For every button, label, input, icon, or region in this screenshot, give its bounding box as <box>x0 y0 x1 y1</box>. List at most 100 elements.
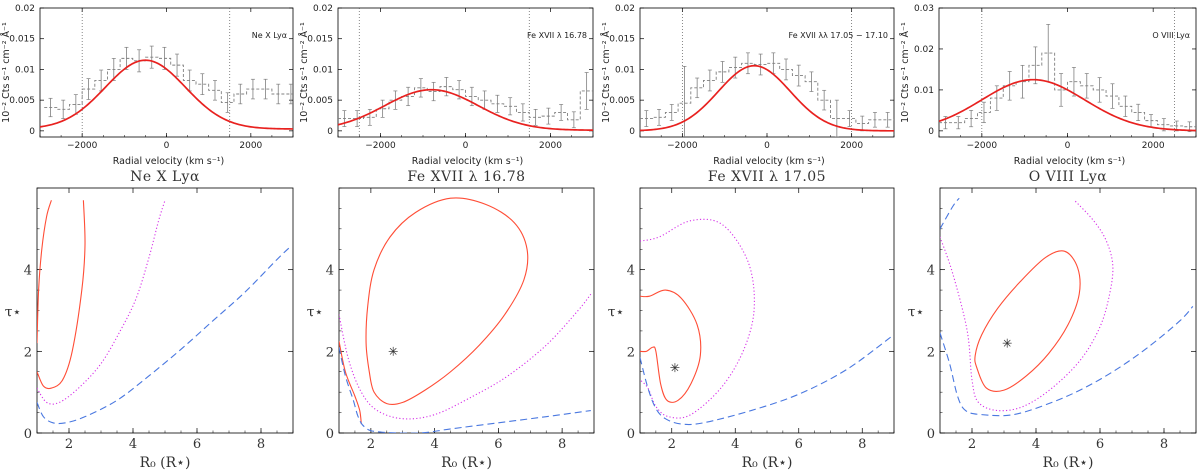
y-tick-label: 0.005 <box>9 96 35 106</box>
y-tick-label: 4 <box>326 264 334 279</box>
y-axis-label: τ⋆ <box>908 305 925 321</box>
model-profile-line <box>640 64 894 132</box>
spectrum-panel-1: −2000 0 2000 0 0.005 0.01 0.015 0.02 Ne X Lyα Rad… <box>0 4 294 167</box>
data-histogram <box>338 86 593 121</box>
data-histogram <box>640 62 894 124</box>
x-tick-label: 8 <box>558 437 566 452</box>
y-tick-label: 2 <box>24 345 32 360</box>
x-tick-label: 6 <box>494 437 502 452</box>
confidence-contour-dotted <box>37 200 166 405</box>
panel-title: Ne X Lyα <box>130 169 200 185</box>
x-tick-label: −2000 <box>667 141 698 151</box>
x-tick-label: 2000 <box>239 141 262 151</box>
data-series <box>338 72 593 129</box>
plot-frame <box>36 187 294 434</box>
y-tick-label: 0 <box>24 427 32 442</box>
plot-frame <box>39 7 294 138</box>
x-tick-label: 6 <box>795 437 803 452</box>
y-tick-label: 0 <box>928 127 934 137</box>
confidence-contour-solid <box>365 197 529 406</box>
x-tick-label: 4 <box>1032 437 1040 452</box>
y-tick-label: 0.02 <box>615 4 635 14</box>
model-profile-line <box>40 59 293 130</box>
x-axis-label: Radial velocity (km s⁻¹) <box>1014 156 1125 167</box>
y-tick-label: 0.015 <box>9 35 35 45</box>
panel-title: Fe XVII λ 16.78 <box>407 169 525 185</box>
x-axis-label: R₀ (R⋆) <box>441 455 492 471</box>
y-tick-label: 0.02 <box>313 4 333 14</box>
x-tick-label: 2000 <box>840 141 863 151</box>
y-axis-label: τ⋆ <box>5 305 22 321</box>
confidence-contour-solid <box>37 200 52 344</box>
x-tick-label: 8 <box>257 437 265 452</box>
x-tick-label: 8 <box>1160 437 1168 452</box>
plot-frame <box>938 7 1197 138</box>
x-tick-label: 2 <box>367 437 375 452</box>
spectrum-panel-3: −2000 0 2000 0 0.005 0.01 0.015 0.02 Fe XVII λλ … <box>600 4 895 167</box>
spectrum-panel-4: −2000 0 2000 0 0.01 0.02 0.03 O VIII Lyα Radial … <box>899 4 1197 167</box>
y-axis-label: 10⁻² Cts s⁻¹ cm⁻² Å⁻¹ <box>600 22 612 123</box>
y-axis-label: 10⁻² Cts s⁻¹ cm⁻² Å⁻¹ <box>899 22 911 123</box>
x-tick-label: 2 <box>968 437 976 452</box>
y-tick-label: 4 <box>627 264 635 279</box>
plot-frame <box>639 187 895 434</box>
x-tick-label: 6 <box>193 437 201 452</box>
y-tick-label: 0.005 <box>609 96 635 106</box>
confidence-contour-dashed <box>37 246 291 425</box>
contour-group <box>37 200 291 425</box>
x-axis-label: Radial velocity (km s⁻¹) <box>113 156 224 167</box>
plot-frame <box>337 7 594 138</box>
y-axis-label: τ⋆ <box>307 305 324 321</box>
data-histogram <box>939 52 1196 128</box>
line-name-label: Ne X Lyα <box>252 31 287 40</box>
y-tick-label: 2 <box>326 345 334 360</box>
y-tick-label: 0.01 <box>313 65 333 75</box>
panel-title: Fe XVII λ 17.05 <box>708 169 826 185</box>
marker-stroke <box>389 347 397 355</box>
y-tick-label: 0.01 <box>914 86 934 96</box>
best-fit-marker <box>388 346 398 356</box>
marker-stroke <box>671 364 679 372</box>
x-axis-label: R₀ (R⋆) <box>742 455 793 471</box>
x-tick-label: 2000 <box>1142 141 1165 151</box>
x-tick-label: 2 <box>65 437 73 452</box>
x-axis-label: R₀ (R⋆) <box>1043 455 1094 471</box>
y-tick-label: 0 <box>927 427 935 442</box>
x-axis-label: Radial velocity (km s⁻¹) <box>412 156 523 167</box>
y-axis-label: 10⁻² Cts s⁻¹ cm⁻² Å⁻¹ <box>0 22 12 123</box>
x-tick-label: −2000 <box>365 141 396 151</box>
y-tick-label: 0.01 <box>615 65 635 75</box>
x-tick-label: 0 <box>764 141 770 151</box>
x-tick-label: −2000 <box>967 141 998 151</box>
x-tick-label: 4 <box>129 437 137 452</box>
contour-group <box>339 197 592 433</box>
x-tick-label: 6 <box>1096 437 1104 452</box>
x-tick-label: −2000 <box>67 141 98 151</box>
model-profile-line <box>338 88 593 131</box>
confidence-contour-dotted <box>339 293 592 420</box>
y-tick-label: 0.015 <box>609 35 635 45</box>
x-tick-label: 8 <box>858 437 866 452</box>
x-axis-label: R₀ (R⋆) <box>140 455 191 471</box>
y-tick-label: 2 <box>627 345 635 360</box>
y-tick-label: 2 <box>927 345 935 360</box>
x-tick-label: 0 <box>463 141 469 151</box>
model-profile-line <box>939 78 1196 132</box>
marker-stroke <box>1003 339 1011 347</box>
line-name-label: Fe XVII λλ 17.05 − 17.10 <box>789 31 888 40</box>
y-tick-label: 0.01 <box>15 65 35 75</box>
contour-group <box>940 197 1194 417</box>
y-tick-label: 0 <box>627 427 635 442</box>
x-tick-label: 4 <box>731 437 739 452</box>
x-axis-label: Radial velocity (km s⁻¹) <box>713 156 824 167</box>
y-tick-label: 0.005 <box>307 96 333 106</box>
contour-group <box>640 218 892 426</box>
confidence-contour-dashed <box>940 197 960 230</box>
confidence-contour-dashed <box>640 336 892 426</box>
confidence-contour-dashed <box>339 347 591 433</box>
x-tick-label: 2 <box>668 437 676 452</box>
confidence-contour-solid <box>640 289 702 403</box>
